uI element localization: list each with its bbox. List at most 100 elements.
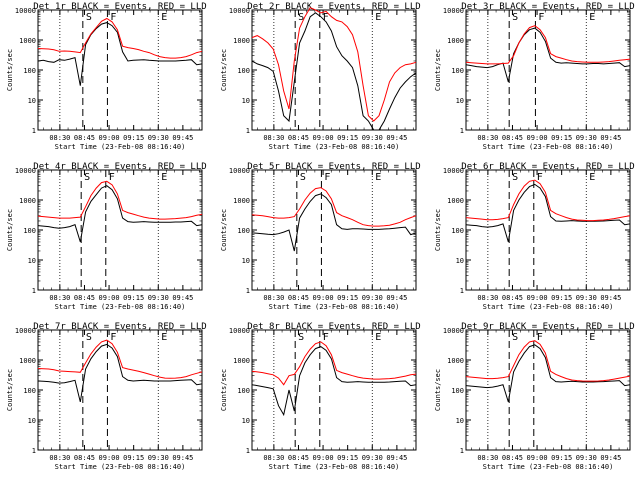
y-tick-label: 1 <box>246 447 250 455</box>
marker-label: S <box>86 12 92 23</box>
marker-label: E <box>375 332 381 343</box>
x-tick-label: 09:00 <box>527 134 548 142</box>
series-line-black <box>465 27 631 83</box>
series-line-black <box>37 185 203 243</box>
x-tick-label: 09:00 <box>527 294 548 302</box>
x-tick-label: 08:30 <box>477 134 498 142</box>
panel-det-4r: Det 4r BLACK = Events, RED = LLD 1 10 100 10… <box>6 162 207 311</box>
x-axis-label: Start Time (23-Feb-08 08:16:40) <box>269 463 400 471</box>
y-axis-label: Counts/sec <box>6 49 14 91</box>
series-line-black <box>251 12 417 131</box>
y-tick-label: 10 <box>456 417 464 425</box>
plot-frame <box>251 329 417 451</box>
marker-label: S <box>86 332 92 343</box>
x-axis-label: Start Time (23-Feb-08 08:16:40) <box>483 463 614 471</box>
marker-label: S <box>300 172 306 183</box>
x-tick-label: 09:45 <box>386 454 407 462</box>
marker-label: F <box>323 332 329 343</box>
y-tick-label: 100 <box>237 67 250 75</box>
y-tick-label: 1000 <box>447 37 464 45</box>
panel-det-3r: Det 3r BLACK = Events, RED = LLD 1 10 100 10… <box>434 2 635 151</box>
x-tick-label: 09:00 <box>313 454 334 462</box>
series-line-black <box>251 346 417 417</box>
series-line-red <box>465 340 631 382</box>
y-tick-label: 10 <box>456 97 464 105</box>
x-tick-label: 08:30 <box>49 454 70 462</box>
series-line-red <box>251 6 417 122</box>
marker-label: F <box>110 12 116 23</box>
series-line-black <box>465 344 631 403</box>
x-tick-label: 08:45 <box>74 294 95 302</box>
y-tick-label: 10 <box>242 417 250 425</box>
marker-label: E <box>375 12 381 23</box>
panel-title: Det 9r BLACK = Events, RED = LLD <box>461 322 634 332</box>
x-axis-label: Start Time (23-Feb-08 08:16:40) <box>55 143 186 151</box>
x-axis-label: Start Time (23-Feb-08 08:16:40) <box>483 303 614 311</box>
x-tick-label: 09:15 <box>123 294 144 302</box>
x-tick-label: 09:00 <box>527 454 548 462</box>
series-line-black <box>251 193 417 252</box>
y-tick-label: 1000 <box>233 197 250 205</box>
y-tick-label: 10000 <box>15 167 36 175</box>
x-tick-label: 08:30 <box>49 294 70 302</box>
x-tick-label: 09:00 <box>313 134 334 142</box>
plot-frame <box>251 169 417 291</box>
y-tick-label: 1000 <box>233 37 250 45</box>
y-tick-label: 10000 <box>229 7 250 15</box>
plot-frame <box>37 9 203 131</box>
marker-label: S <box>298 12 304 23</box>
y-axis-label: Counts/sec <box>6 209 14 251</box>
x-tick-label: 08:45 <box>74 134 95 142</box>
y-tick-label: 100 <box>451 67 464 75</box>
x-axis-label: Start Time (23-Feb-08 08:16:40) <box>55 463 186 471</box>
series-line-black <box>465 183 631 243</box>
y-tick-label: 10000 <box>443 7 464 15</box>
y-axis-label: Counts/sec <box>220 369 228 411</box>
plot-frame <box>465 169 631 291</box>
marker-label: S <box>512 12 518 23</box>
panel-det-6r: Det 6r BLACK = Events, RED = LLD 1 10 100 10… <box>434 162 635 311</box>
marker-label: F <box>109 172 115 183</box>
panel-det-7r: Det 7r BLACK = Events, RED = LLD 1 10 100 10… <box>6 322 207 471</box>
y-tick-label: 10000 <box>443 167 464 175</box>
plot-frame <box>37 169 203 291</box>
y-tick-label: 10000 <box>15 327 36 335</box>
y-tick-label: 100 <box>23 227 36 235</box>
x-tick-label: 09:30 <box>362 454 383 462</box>
y-tick-label: 1000 <box>233 357 250 365</box>
plot-frame <box>465 329 631 451</box>
x-tick-label: 09:15 <box>123 454 144 462</box>
y-axis-label: Counts/sec <box>220 49 228 91</box>
x-tick-label: 09:45 <box>172 454 193 462</box>
y-tick-label: 1 <box>460 127 464 135</box>
series-line-red <box>465 25 631 65</box>
x-axis-label: Start Time (23-Feb-08 08:16:40) <box>269 303 400 311</box>
x-tick-label: 09:15 <box>337 454 358 462</box>
y-tick-label: 10 <box>28 417 36 425</box>
x-tick-label: 09:45 <box>600 134 621 142</box>
marker-label: F <box>324 172 330 183</box>
panel-title: Det 3r BLACK = Events, RED = LLD <box>461 2 634 12</box>
y-tick-label: 100 <box>451 387 464 395</box>
series-line-red <box>251 341 417 386</box>
x-tick-label: 09:30 <box>148 294 169 302</box>
y-tick-label: 1 <box>32 127 36 135</box>
marker-label: E <box>589 332 595 343</box>
marker-label: F <box>537 332 543 343</box>
x-tick-label: 08:45 <box>502 134 523 142</box>
panel-det-1r: Det 1r BLACK = Events, RED = LLD 1 10 100 10… <box>6 2 207 151</box>
x-axis-label: Start Time (23-Feb-08 08:16:40) <box>269 143 400 151</box>
x-tick-label: 09:15 <box>123 134 144 142</box>
y-tick-label: 1 <box>460 287 464 295</box>
x-tick-label: 09:30 <box>148 454 169 462</box>
plot-frame <box>251 9 417 131</box>
plot-frame <box>37 329 203 451</box>
panel-title: Det 2r BLACK = Events, RED = LLD <box>247 2 420 12</box>
x-tick-label: 08:45 <box>74 454 95 462</box>
marker-label: E <box>589 172 595 183</box>
y-tick-label: 1000 <box>447 197 464 205</box>
y-tick-label: 10000 <box>443 327 464 335</box>
marker-label: F <box>537 172 543 183</box>
x-tick-label: 09:30 <box>576 294 597 302</box>
